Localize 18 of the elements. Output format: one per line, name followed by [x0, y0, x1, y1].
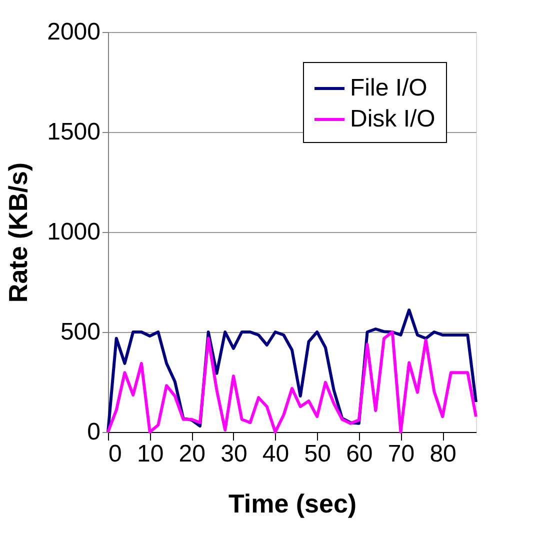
x-axis-title: Time (sec): [228, 488, 357, 518]
x-tick-label: 80: [430, 440, 456, 468]
x-tick-label: 0: [108, 440, 122, 468]
y-tick-label: 500: [60, 318, 100, 346]
x-tick-label: 40: [262, 440, 290, 468]
x-tick-label: 70: [388, 440, 415, 468]
y-axis-title: Rate (KB/s): [3, 162, 34, 303]
y-tick-label: 1500: [47, 118, 100, 146]
x-tick-label: 50: [304, 440, 331, 468]
y-tick-label: 1000: [47, 218, 100, 246]
x-tick-label: 10: [136, 440, 164, 468]
x-tick-label: 20: [178, 440, 206, 468]
legend-label: File I/O: [350, 74, 428, 102]
x-tick-label: 30: [220, 440, 248, 468]
legend-label: Disk I/O: [350, 106, 436, 132]
y-tick-label: 2000: [47, 18, 100, 46]
y-tick-label: 0: [87, 418, 100, 446]
x-tick-label: 60: [346, 440, 373, 468]
